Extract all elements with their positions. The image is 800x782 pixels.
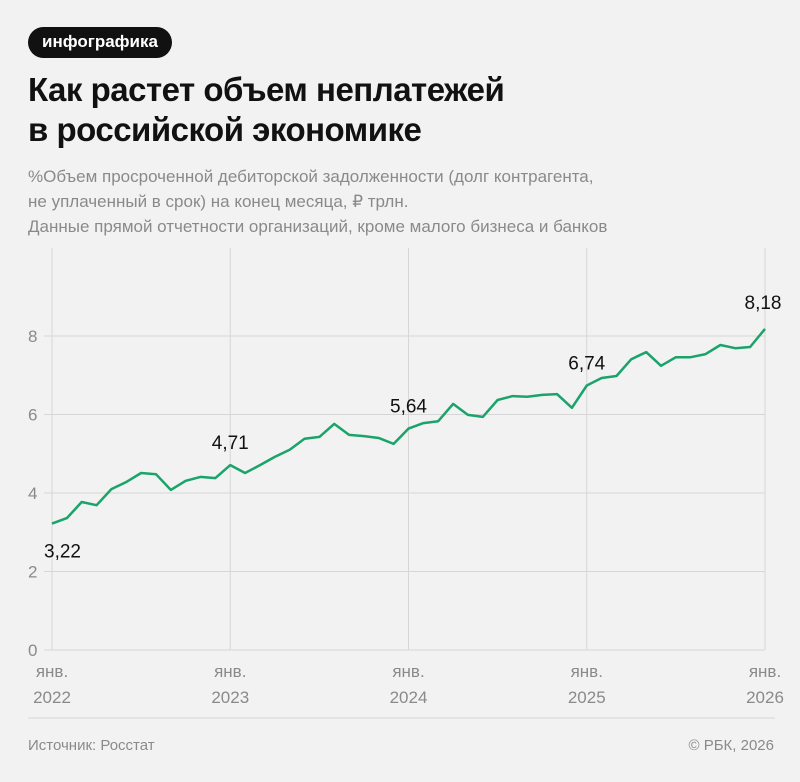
y-tick-label: 0 <box>28 641 37 660</box>
subtitle-line: %Объем просроченной дебиторской задолжен… <box>28 167 594 186</box>
x-tick-year: 2022 <box>33 688 71 707</box>
x-tick-year: 2023 <box>211 688 249 707</box>
y-tick-label: 6 <box>28 406 37 425</box>
title-line-2: в российской экономике <box>28 111 422 148</box>
y-tick-label: 2 <box>28 563 37 582</box>
data-label: 4,71 <box>212 433 249 454</box>
x-tick-month: янв. <box>214 662 246 681</box>
page-title: Как растет объем неплатежей в российской … <box>28 70 505 150</box>
chart-subtitle: %Объем просроченной дебиторской задолжен… <box>28 164 607 239</box>
data-label: 3,22 <box>44 542 81 563</box>
x-tick-year: 2024 <box>390 688 428 707</box>
x-tick-year: 2026 <box>746 688 784 707</box>
x-tick-year: 2025 <box>568 688 606 707</box>
data-label: 8,18 <box>745 293 782 314</box>
x-tick-month: янв. <box>36 662 68 681</box>
source-note: Источник: Росстат <box>28 737 155 754</box>
copyright: © РБК, 2026 <box>688 737 774 754</box>
title-line-1: Как растет объем неплатежей <box>28 71 505 108</box>
data-label: 6,74 <box>568 353 605 374</box>
y-tick-label: 4 <box>28 484 37 503</box>
x-tick-month: янв. <box>392 662 424 681</box>
y-tick-label: 8 <box>28 327 37 346</box>
subtitle-line: не уплаченный в срок) на конец месяца, ₽… <box>28 192 409 211</box>
subtitle-line: Данные прямой отчетности организаций, кр… <box>28 217 608 236</box>
data-label: 5,64 <box>390 397 427 418</box>
x-tick-month: янв. <box>571 662 603 681</box>
x-tick-month: янв. <box>749 662 781 681</box>
category-badge: инфографика <box>28 27 172 58</box>
